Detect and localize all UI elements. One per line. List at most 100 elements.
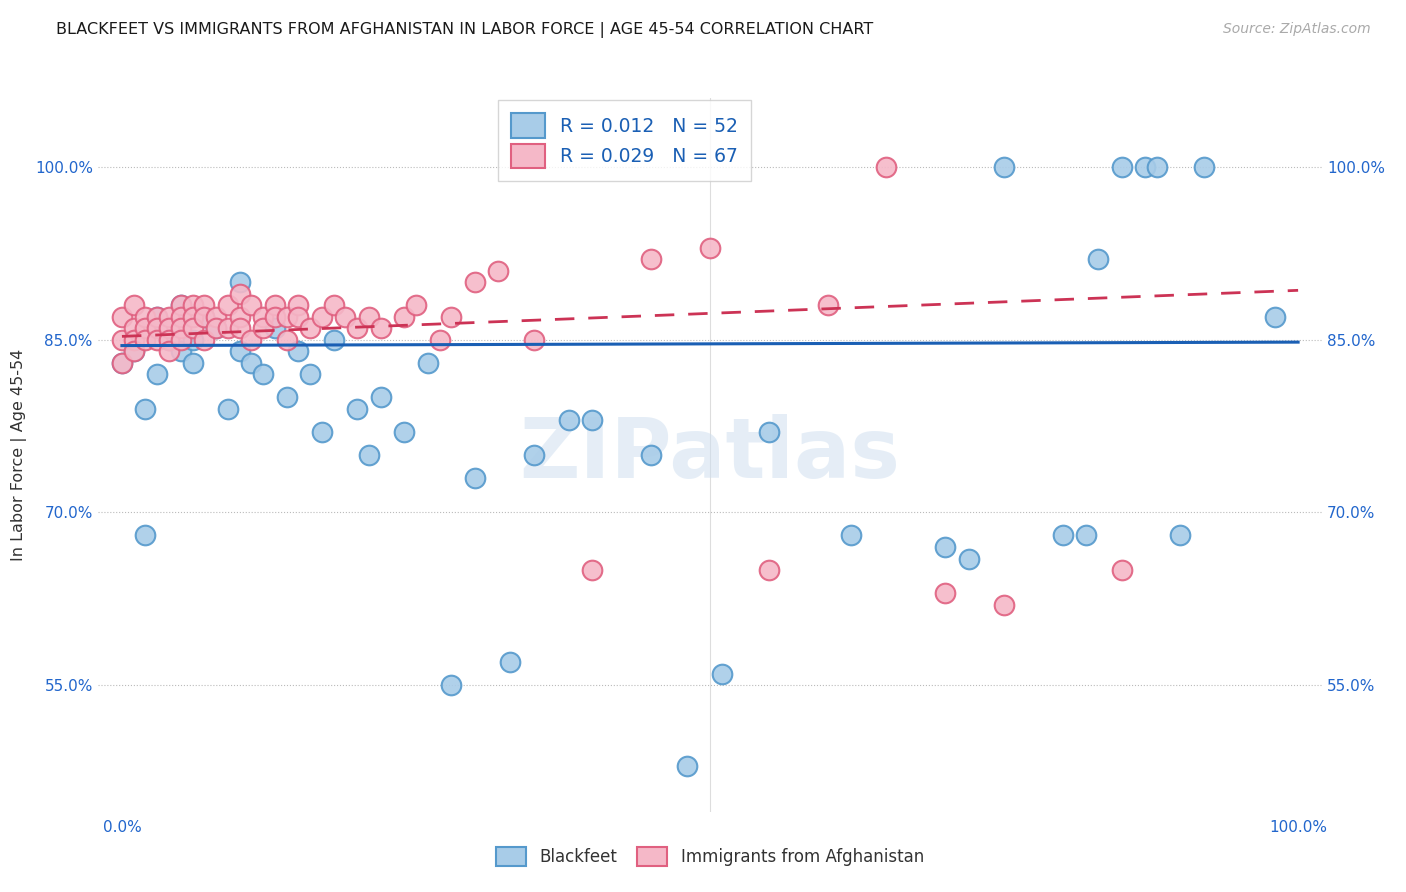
Point xyxy=(464,275,486,289)
Text: Source: ZipAtlas.com: Source: ZipAtlas.com xyxy=(1223,22,1371,37)
Point xyxy=(146,310,169,324)
Point xyxy=(181,321,204,335)
Point xyxy=(1135,160,1157,174)
Point xyxy=(205,310,228,324)
Point xyxy=(217,321,239,335)
Point xyxy=(993,598,1015,612)
Point xyxy=(240,356,263,370)
Point xyxy=(299,368,322,382)
Point xyxy=(252,368,274,382)
Point xyxy=(710,666,733,681)
Point xyxy=(287,310,309,324)
Point xyxy=(134,333,156,347)
Point xyxy=(193,333,215,347)
Point xyxy=(122,344,145,359)
Point xyxy=(311,425,333,439)
Point xyxy=(263,310,285,324)
Point xyxy=(370,321,392,335)
Point xyxy=(464,471,486,485)
Point xyxy=(499,655,522,669)
Point xyxy=(429,333,451,347)
Point xyxy=(758,563,780,577)
Point xyxy=(875,160,897,174)
Point xyxy=(111,333,134,347)
Point xyxy=(335,310,357,324)
Point xyxy=(240,298,263,312)
Point xyxy=(311,310,333,324)
Point xyxy=(1264,310,1286,324)
Point xyxy=(122,333,145,347)
Point xyxy=(134,528,156,542)
Point xyxy=(934,540,956,554)
Point xyxy=(276,333,298,347)
Point xyxy=(346,401,368,416)
Point xyxy=(193,298,215,312)
Point xyxy=(993,160,1015,174)
Point xyxy=(181,333,204,347)
Point xyxy=(111,356,134,370)
Point xyxy=(228,286,250,301)
Point xyxy=(228,310,250,324)
Point xyxy=(122,298,145,312)
Point xyxy=(440,678,463,692)
Point xyxy=(370,390,392,404)
Point xyxy=(181,298,204,312)
Point xyxy=(699,241,721,255)
Text: BLACKFEET VS IMMIGRANTS FROM AFGHANISTAN IN LABOR FORCE | AGE 45-54 CORRELATION : BLACKFEET VS IMMIGRANTS FROM AFGHANISTAN… xyxy=(56,22,873,38)
Point xyxy=(1052,528,1074,542)
Point xyxy=(228,344,250,359)
Point xyxy=(1192,160,1215,174)
Point xyxy=(1111,563,1133,577)
Point xyxy=(181,356,204,370)
Point xyxy=(228,321,250,335)
Point xyxy=(957,551,980,566)
Point xyxy=(276,310,298,324)
Point xyxy=(111,310,134,324)
Point xyxy=(252,321,274,335)
Point xyxy=(263,298,285,312)
Point xyxy=(405,298,427,312)
Point xyxy=(523,333,546,347)
Point xyxy=(146,321,169,335)
Point xyxy=(581,413,603,427)
Point xyxy=(287,298,309,312)
Point xyxy=(228,275,250,289)
Point xyxy=(558,413,581,427)
Point xyxy=(263,321,285,335)
Point xyxy=(170,321,193,335)
Point xyxy=(170,333,193,347)
Point xyxy=(1170,528,1192,542)
Point xyxy=(322,333,344,347)
Point xyxy=(122,321,145,335)
Point xyxy=(675,758,697,772)
Point xyxy=(170,344,193,359)
Point xyxy=(146,333,169,347)
Point xyxy=(157,344,180,359)
Point xyxy=(287,344,309,359)
Point xyxy=(111,356,134,370)
Point xyxy=(170,310,193,324)
Point xyxy=(817,298,839,312)
Point xyxy=(299,321,322,335)
Y-axis label: In Labor Force | Age 45-54: In Labor Force | Age 45-54 xyxy=(10,349,27,561)
Point xyxy=(134,401,156,416)
Point xyxy=(1146,160,1168,174)
Point xyxy=(357,448,380,462)
Point xyxy=(357,310,380,324)
Legend: Blackfeet, Immigrants from Afghanistan: Blackfeet, Immigrants from Afghanistan xyxy=(488,838,932,875)
Point xyxy=(322,298,344,312)
Point xyxy=(581,563,603,577)
Point xyxy=(392,425,416,439)
Point xyxy=(1111,160,1133,174)
Point xyxy=(134,310,156,324)
Point xyxy=(193,310,215,324)
Point xyxy=(392,310,416,324)
Point xyxy=(758,425,780,439)
Point xyxy=(486,264,509,278)
Point xyxy=(1076,528,1098,542)
Point xyxy=(146,310,169,324)
Point xyxy=(157,333,180,347)
Point xyxy=(934,586,956,600)
Point xyxy=(217,401,239,416)
Point xyxy=(440,310,463,324)
